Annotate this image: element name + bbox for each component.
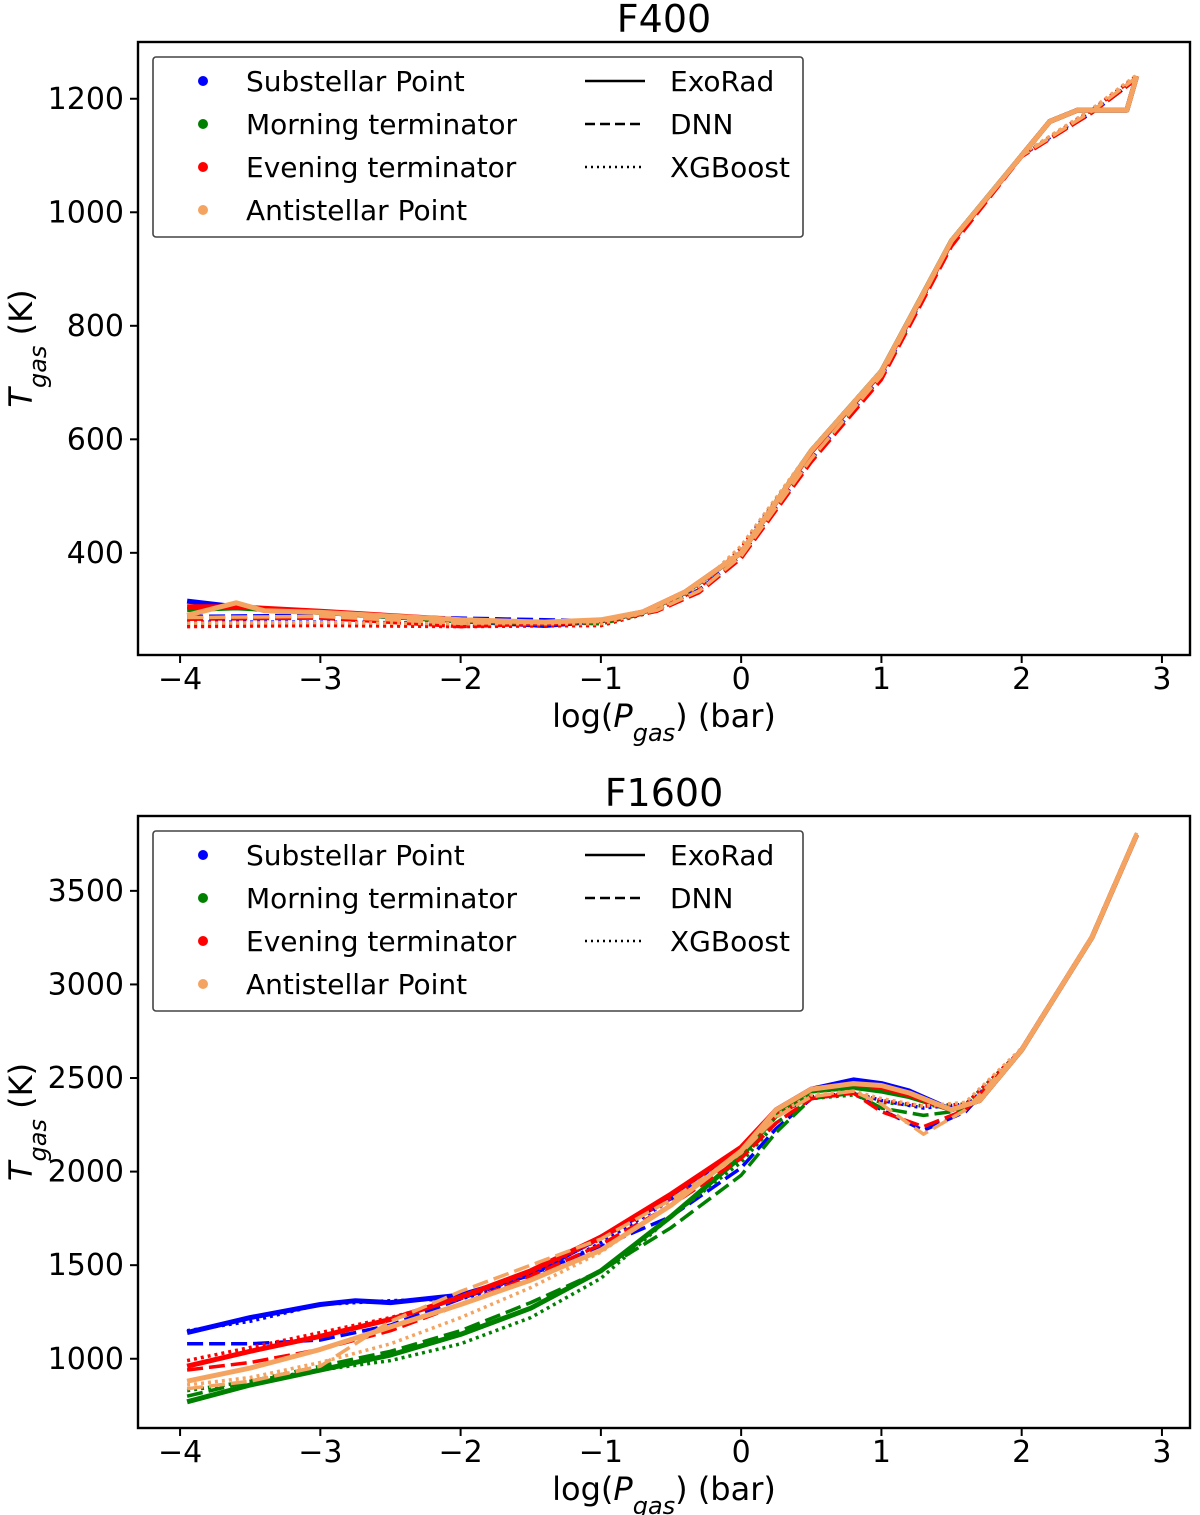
- x-tick-label: −4: [158, 662, 202, 697]
- series-line-evening-terminator-xgboost: [187, 74, 1138, 629]
- y-tick-label: 3500: [48, 874, 124, 909]
- plot-frame: [136, 814, 1192, 1430]
- legend-label: Evening terminator: [246, 151, 517, 184]
- x-tick-label: 1: [872, 1435, 891, 1470]
- y-tick-label: 1000: [48, 195, 124, 230]
- series-group: [186, 73, 1140, 629]
- y-tick-label: 3000: [48, 967, 124, 1002]
- series-group: [186, 832, 1139, 1405]
- x-tick-label: 3: [1152, 1435, 1171, 1470]
- legend-label: Morning terminator: [246, 882, 518, 915]
- x-tick-label: 3: [1152, 662, 1171, 697]
- legend-label: XGBoost: [670, 925, 790, 958]
- y-tick-label: 800: [67, 309, 124, 344]
- y-tick-label: 1500: [48, 1248, 124, 1283]
- y-tick-label: 2500: [48, 1061, 124, 1096]
- x-tick-label: 0: [732, 662, 751, 697]
- x-tick-label: −3: [298, 662, 342, 697]
- series-line-antistellar-point-xgboost: [187, 73, 1138, 626]
- plot-frame: [136, 40, 1192, 657]
- legend-marker-evening-terminator: [198, 162, 208, 172]
- legend-label: DNN: [670, 108, 733, 141]
- legend-label: Substellar Point: [246, 65, 465, 98]
- y-tick-label: 1000: [48, 1342, 124, 1377]
- legend-box: [152, 830, 804, 1012]
- legend-box: [152, 56, 804, 238]
- legend-label: Antistellar Point: [246, 194, 467, 227]
- series-line-antistellar-point-dnn: [186, 832, 1139, 1391]
- series-line-antistellar-point-xgboost: [186, 832, 1139, 1387]
- legend-label: Morning terminator: [246, 108, 518, 141]
- chart-panel-f400: F400 −4 −3 −2 −1 0 1 2 3 400 600 800 1000 1200 log(Pga…: [2, 0, 1192, 747]
- x-tick-label: −3: [298, 1435, 342, 1470]
- legend-marker-antistellar-point: [198, 205, 208, 215]
- legend-marker-evening-terminator: [198, 936, 208, 946]
- legend-marker-substellar-point: [198, 850, 208, 860]
- x-tick-label: −4: [158, 1435, 202, 1470]
- y-axis-label: Tgas (K): [2, 1063, 52, 1181]
- chart-title: F1600: [605, 771, 724, 815]
- legend-label: ExoRad: [670, 839, 774, 872]
- x-tick-label: 0: [732, 1435, 751, 1470]
- series-line-antistellar-point-exorad: [186, 833, 1139, 1384]
- legend-label: Antistellar Point: [246, 968, 467, 1001]
- x-tick-label: 2: [1012, 662, 1031, 697]
- x-tick-label: −2: [438, 662, 482, 697]
- x-tick-label: −1: [579, 662, 623, 697]
- chart-panel-f1600: F1600 −4 −3 −2 −1 0 1 2 3 1000 1500 2000 2500 3000 350…: [2, 771, 1192, 1515]
- x-tick-label: 2: [1012, 1435, 1031, 1470]
- legend-label: Evening terminator: [246, 925, 517, 958]
- x-tick-label: −2: [438, 1435, 482, 1470]
- legend-label: ExoRad: [670, 65, 774, 98]
- legend: Substellar Point Morning terminator Evenin…: [152, 56, 804, 238]
- legend-marker-morning-terminator: [198, 893, 208, 903]
- y-tick-label: 400: [67, 536, 124, 571]
- x-tick-label: 1: [872, 662, 891, 697]
- y-tick-label: 2000: [48, 1155, 124, 1190]
- x-axis-label: log(Pgas) (bar): [552, 1470, 776, 1515]
- legend-label: Substellar Point: [246, 839, 465, 872]
- legend-marker-morning-terminator: [198, 119, 208, 129]
- legend-marker-substellar-point: [198, 76, 208, 86]
- y-axis-label: Tgas (K): [2, 289, 52, 407]
- chart-title: F400: [617, 0, 711, 41]
- y-tick-label: 600: [67, 422, 124, 457]
- x-tick-label: −1: [579, 1435, 623, 1470]
- legend-label: XGBoost: [670, 151, 790, 184]
- y-tick-label: 1200: [48, 82, 124, 117]
- legend: Substellar Point Morning terminator Evenin…: [152, 830, 804, 1012]
- legend-label: DNN: [670, 882, 733, 915]
- x-axis-label: log(Pgas) (bar): [552, 697, 776, 747]
- legend-marker-antistellar-point: [198, 979, 208, 989]
